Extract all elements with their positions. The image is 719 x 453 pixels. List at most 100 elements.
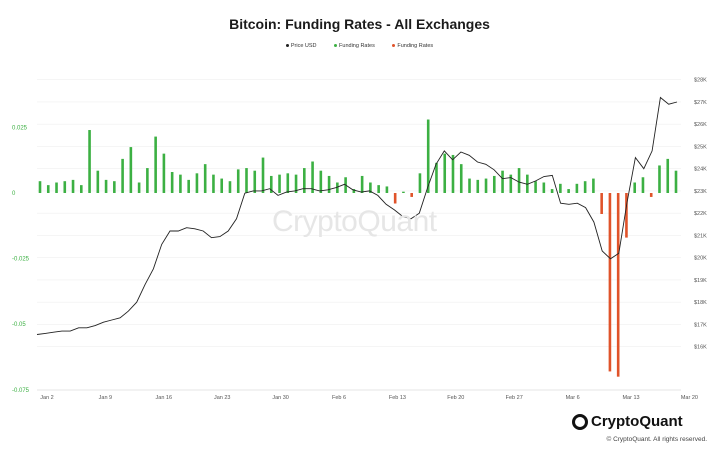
funding-rate-bar bbox=[435, 162, 438, 193]
funding-rate-bar bbox=[393, 193, 397, 204]
x-tick-label: Mar 6 bbox=[566, 395, 580, 401]
cryptoquant-logo-icon bbox=[572, 413, 588, 430]
funding-rate-bar bbox=[269, 175, 273, 193]
legend-item-funding-negative[interactable]: Funding Rates bbox=[392, 43, 433, 49]
funding-rate-bar bbox=[658, 165, 661, 193]
left-axis: 0.025 0 -0.025 -0.05 -0.075 bbox=[12, 125, 30, 393]
funding-rate-bar bbox=[179, 174, 182, 193]
funding-rate-bar bbox=[575, 183, 579, 193]
right-axis: $16K $17K $18K $19K $20K $21K $22K $23K $24K $25K… bbox=[694, 78, 707, 351]
funding-rate-bar bbox=[294, 174, 298, 193]
x-tick-label: Feb 20 bbox=[447, 395, 464, 401]
x-tick-label: Jan 9 bbox=[99, 395, 112, 401]
funding-rate-bar bbox=[517, 168, 521, 193]
funding-rate-bar bbox=[542, 182, 546, 193]
funding-rate-bar bbox=[113, 181, 116, 193]
funding-rate-bar bbox=[451, 154, 455, 193]
funding-rate-bar bbox=[377, 185, 380, 193]
x-tick-label: Mar 13 bbox=[622, 395, 639, 401]
funding-rate-bar bbox=[674, 170, 678, 193]
funding-rate-bar bbox=[38, 181, 42, 193]
funding-rate-bar bbox=[641, 177, 645, 193]
right-tick-label: $16K bbox=[694, 345, 707, 351]
funding-rate-bar bbox=[633, 182, 637, 193]
funding-rate-bar bbox=[649, 193, 653, 197]
funding-rate-bar bbox=[319, 170, 323, 193]
funding-rate-bar bbox=[476, 179, 480, 193]
funding-rate-bar bbox=[121, 158, 124, 193]
left-tick-label: -0.025 bbox=[12, 257, 30, 263]
x-tick-label: Jan 2 bbox=[40, 395, 53, 401]
funding-rate-bar bbox=[484, 178, 488, 193]
funding-rate-bar bbox=[385, 186, 389, 193]
funding-rate-bar bbox=[146, 168, 149, 193]
funding-rate-bar bbox=[278, 174, 281, 193]
brand-name: CryptoQuant bbox=[591, 413, 683, 430]
right-tick-label: $24K bbox=[694, 167, 707, 173]
funding-rate-bar bbox=[600, 193, 603, 214]
watermark: CryptoQuant bbox=[272, 205, 437, 238]
left-tick-label: -0.05 bbox=[12, 322, 26, 328]
funding-rate-bar bbox=[616, 193, 620, 377]
funding-rate-bar bbox=[666, 158, 670, 193]
funding-rate-bar bbox=[567, 189, 570, 193]
chart-title: Bitcoin: Funding Rates - All Exchanges bbox=[229, 16, 490, 32]
funding-rate-bar bbox=[195, 173, 199, 193]
funding-rate-bar bbox=[534, 181, 537, 193]
funding-rate-bar bbox=[583, 181, 587, 193]
funding-rate-bar bbox=[286, 173, 290, 193]
funding-rate-bar bbox=[245, 168, 248, 193]
funding-rate-bar bbox=[369, 182, 372, 193]
right-tick-label: $28K bbox=[694, 78, 707, 84]
funding-rate-bar bbox=[79, 185, 83, 193]
funding-rate-bar bbox=[88, 130, 91, 193]
right-tick-label: $23K bbox=[694, 189, 707, 195]
funding-rate-bar bbox=[228, 181, 232, 193]
legend: Price USD Funding Rates Funding Rates bbox=[0, 43, 719, 49]
funding-rate-bar bbox=[360, 175, 364, 193]
funding-rate-bar bbox=[459, 164, 463, 193]
x-tick-label: Feb 13 bbox=[389, 395, 406, 401]
funding-rate-bar bbox=[303, 168, 306, 193]
funding-rate-bar bbox=[492, 175, 496, 193]
right-tick-label: $19K bbox=[694, 278, 707, 284]
legend-dot bbox=[392, 44, 396, 48]
funding-rate-bar bbox=[625, 193, 628, 238]
funding-rate-bars bbox=[38, 119, 678, 377]
right-tick-label: $21K bbox=[694, 233, 707, 239]
right-tick-label: $26K bbox=[694, 122, 707, 128]
legend-item-funding-positive[interactable]: Funding Rates bbox=[334, 43, 375, 49]
funding-rate-bar bbox=[55, 182, 58, 193]
funding-rate-bar bbox=[592, 178, 595, 193]
funding-rate-bar bbox=[253, 170, 257, 193]
funding-rate-bar bbox=[203, 164, 207, 193]
funding-rate-bar bbox=[418, 173, 422, 193]
funding-rate-bar bbox=[550, 189, 554, 193]
funding-rate-bar bbox=[96, 170, 100, 193]
left-tick-label: 0 bbox=[12, 191, 16, 197]
x-tick-label: Jan 30 bbox=[272, 395, 289, 401]
funding-rate-bar bbox=[236, 169, 240, 193]
x-tick-label: Jan 23 bbox=[214, 395, 231, 401]
funding-rate-bar bbox=[46, 185, 50, 193]
funding-rate-bar bbox=[443, 153, 447, 193]
funding-rate-bar bbox=[154, 136, 157, 193]
funding-rate-bar bbox=[170, 172, 174, 193]
funding-rate-bar bbox=[137, 182, 141, 193]
funding-rate-bar bbox=[212, 174, 215, 193]
funding-rate-bar bbox=[63, 181, 67, 193]
legend-item-price[interactable]: Price USD bbox=[285, 43, 317, 49]
funding-rate-bar bbox=[71, 179, 75, 193]
x-axis: Jan 2 Jan 9 Jan 16 Jan 23 Jan 30 Feb 6 Feb 13 F… bbox=[40, 395, 698, 401]
right-tick-label: $18K bbox=[694, 300, 707, 306]
funding-rate-bar bbox=[327, 175, 331, 193]
funding-rate-bar bbox=[162, 153, 166, 193]
right-tick-label: $17K bbox=[694, 322, 707, 328]
funding-rate-bar bbox=[187, 179, 190, 193]
funding-rate-bar bbox=[336, 182, 339, 193]
right-tick-label: $20K bbox=[694, 256, 707, 262]
x-tick-label: Jan 16 bbox=[156, 395, 173, 401]
copyright-text: © CryptoQuant. All rights reserved. bbox=[606, 436, 707, 443]
grid-lines bbox=[37, 79, 681, 391]
